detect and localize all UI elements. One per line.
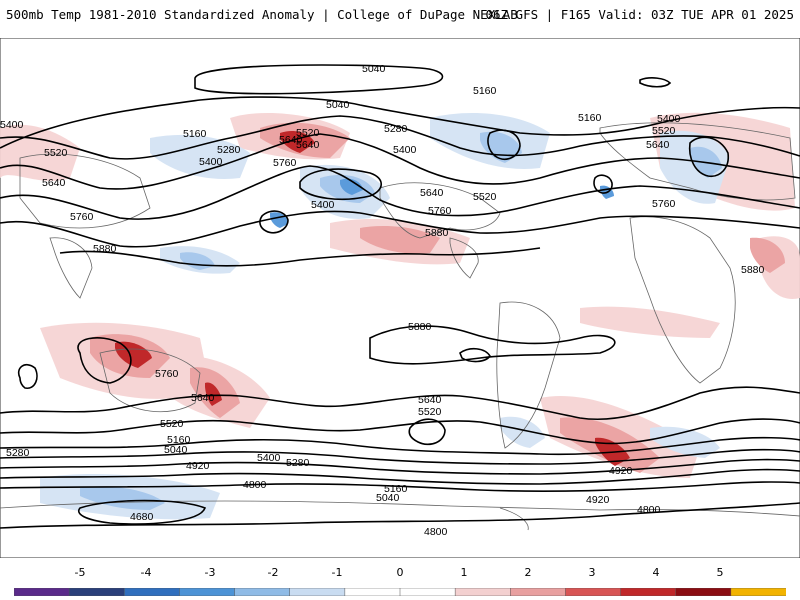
contour-label: 5280 (384, 123, 408, 135)
colorbar-tick-label: 3 (588, 566, 596, 579)
colorbar-segment (620, 588, 677, 596)
contour-label: 4680 (130, 511, 154, 523)
colorbar-segment (399, 588, 456, 596)
colorbar-tick-label: 1 (460, 566, 468, 579)
contour-label: 5400 (199, 156, 223, 168)
weather-map: 5040 5040 5160 5160 5280 5280 5400 5400 … (0, 38, 800, 558)
map-title: 500mb Temp 1981-2010 Standardized Anomal… (6, 7, 518, 22)
contour-label: 5160 (578, 112, 602, 124)
colorbar-segment (14, 588, 70, 596)
contour-label: 5040 (376, 492, 400, 504)
contour-label: 5400 (657, 113, 681, 125)
contour-label: 5400 (257, 452, 281, 464)
colorbar-segment (675, 588, 732, 596)
colorbar-tick-label: 4 (652, 566, 660, 579)
contour-label: 5640 (42, 177, 66, 189)
contour-label: 4800 (243, 479, 267, 491)
colorbar-segment (730, 588, 786, 596)
contour-label: 4800 (637, 504, 661, 516)
contour-label: 5640 (420, 187, 444, 199)
colorbar-tick-label: -3 (204, 566, 216, 579)
contour-label: 5520 (44, 147, 68, 159)
contour-label: 5880 (425, 227, 449, 239)
contour-label: 5880 (741, 264, 765, 276)
contour-label: 5880 (93, 243, 117, 255)
contour-label: 5640 (191, 392, 215, 404)
colorbar-segment (289, 588, 346, 596)
colorbar-segment (454, 588, 512, 596)
contour-label: 5400 (311, 199, 335, 211)
contour-label: 5280 (286, 457, 310, 469)
contour-label: 5280 (6, 447, 30, 459)
colorbar-tick-label: -1 (331, 566, 343, 579)
contour-label: 5520 (296, 127, 320, 139)
contour-label: 4800 (424, 526, 448, 538)
map-canvas: 5040 5040 5160 5160 5280 5280 5400 5400 … (0, 38, 800, 558)
contour-label-layer: 5040 5040 5160 5160 5280 5280 5400 5400 … (0, 63, 765, 538)
colorbar-segment (565, 588, 622, 596)
height-contours (0, 64, 800, 529)
colorbar-gradient (14, 588, 786, 596)
model-run-info: 06Z GFS | F165 Valid: 03Z TUE APR 01 202… (485, 7, 794, 22)
contour-label: 5880 (408, 321, 432, 333)
colorbar-tick-label: -5 (74, 566, 86, 579)
contour-label: 5640 (646, 139, 670, 151)
colorbar-segment (179, 588, 236, 596)
contour-label: 4920 (586, 494, 610, 506)
contour-label: 5640 (296, 139, 320, 151)
contour-label: 5640 (279, 134, 303, 146)
contour-label: 5760 (273, 157, 297, 169)
contour-label: 5520 (652, 125, 676, 137)
contour-label: 5160 (473, 85, 497, 97)
header: 500mb Temp 1981-2010 Standardized Anomal… (0, 0, 800, 30)
colorbar-tick-label: 5 (716, 566, 724, 579)
contour-label: 4920 (186, 460, 210, 472)
contour-label: 5400 (0, 119, 24, 131)
contour-label: 5160 (183, 128, 207, 140)
contour-label: 5760 (70, 211, 94, 223)
contour-label: 4920 (609, 465, 633, 477)
colorbar-segment (124, 588, 181, 596)
contour-label: 5760 (155, 368, 179, 380)
contour-label: 5160 (167, 434, 191, 446)
continent-outlines (0, 122, 800, 531)
contour-label: 5040 (326, 99, 350, 111)
contour-label: 5520 (418, 406, 442, 418)
contour-label: 5640 (418, 394, 442, 406)
contour-label: 5760 (652, 198, 676, 210)
contour-label: 5160 (384, 483, 408, 495)
contour-label: 5280 (217, 144, 241, 156)
contour-label: 5040 (164, 444, 188, 456)
contour-label: 5400 (393, 144, 417, 156)
colorbar-tick-label: -4 (140, 566, 152, 579)
colorbar-segment (510, 588, 567, 596)
contour-label: 5520 (160, 418, 184, 430)
colorbar-tick-label: 2 (524, 566, 532, 579)
contour-label: 5040 (362, 63, 386, 75)
colorbar: -5 -4 -3 -2 -1 0 1 2 3 4 5 (0, 566, 800, 600)
colorbar-segment (234, 588, 291, 596)
colorbar-segment (68, 588, 126, 596)
colorbar-segment (344, 588, 401, 596)
colorbar-tick-label: -2 (267, 566, 279, 579)
colorbar-tick-label: 0 (396, 566, 404, 579)
warm-anomaly-peak (115, 131, 630, 466)
contour-label: 5520 (473, 191, 497, 203)
contour-label: 5760 (428, 205, 452, 217)
